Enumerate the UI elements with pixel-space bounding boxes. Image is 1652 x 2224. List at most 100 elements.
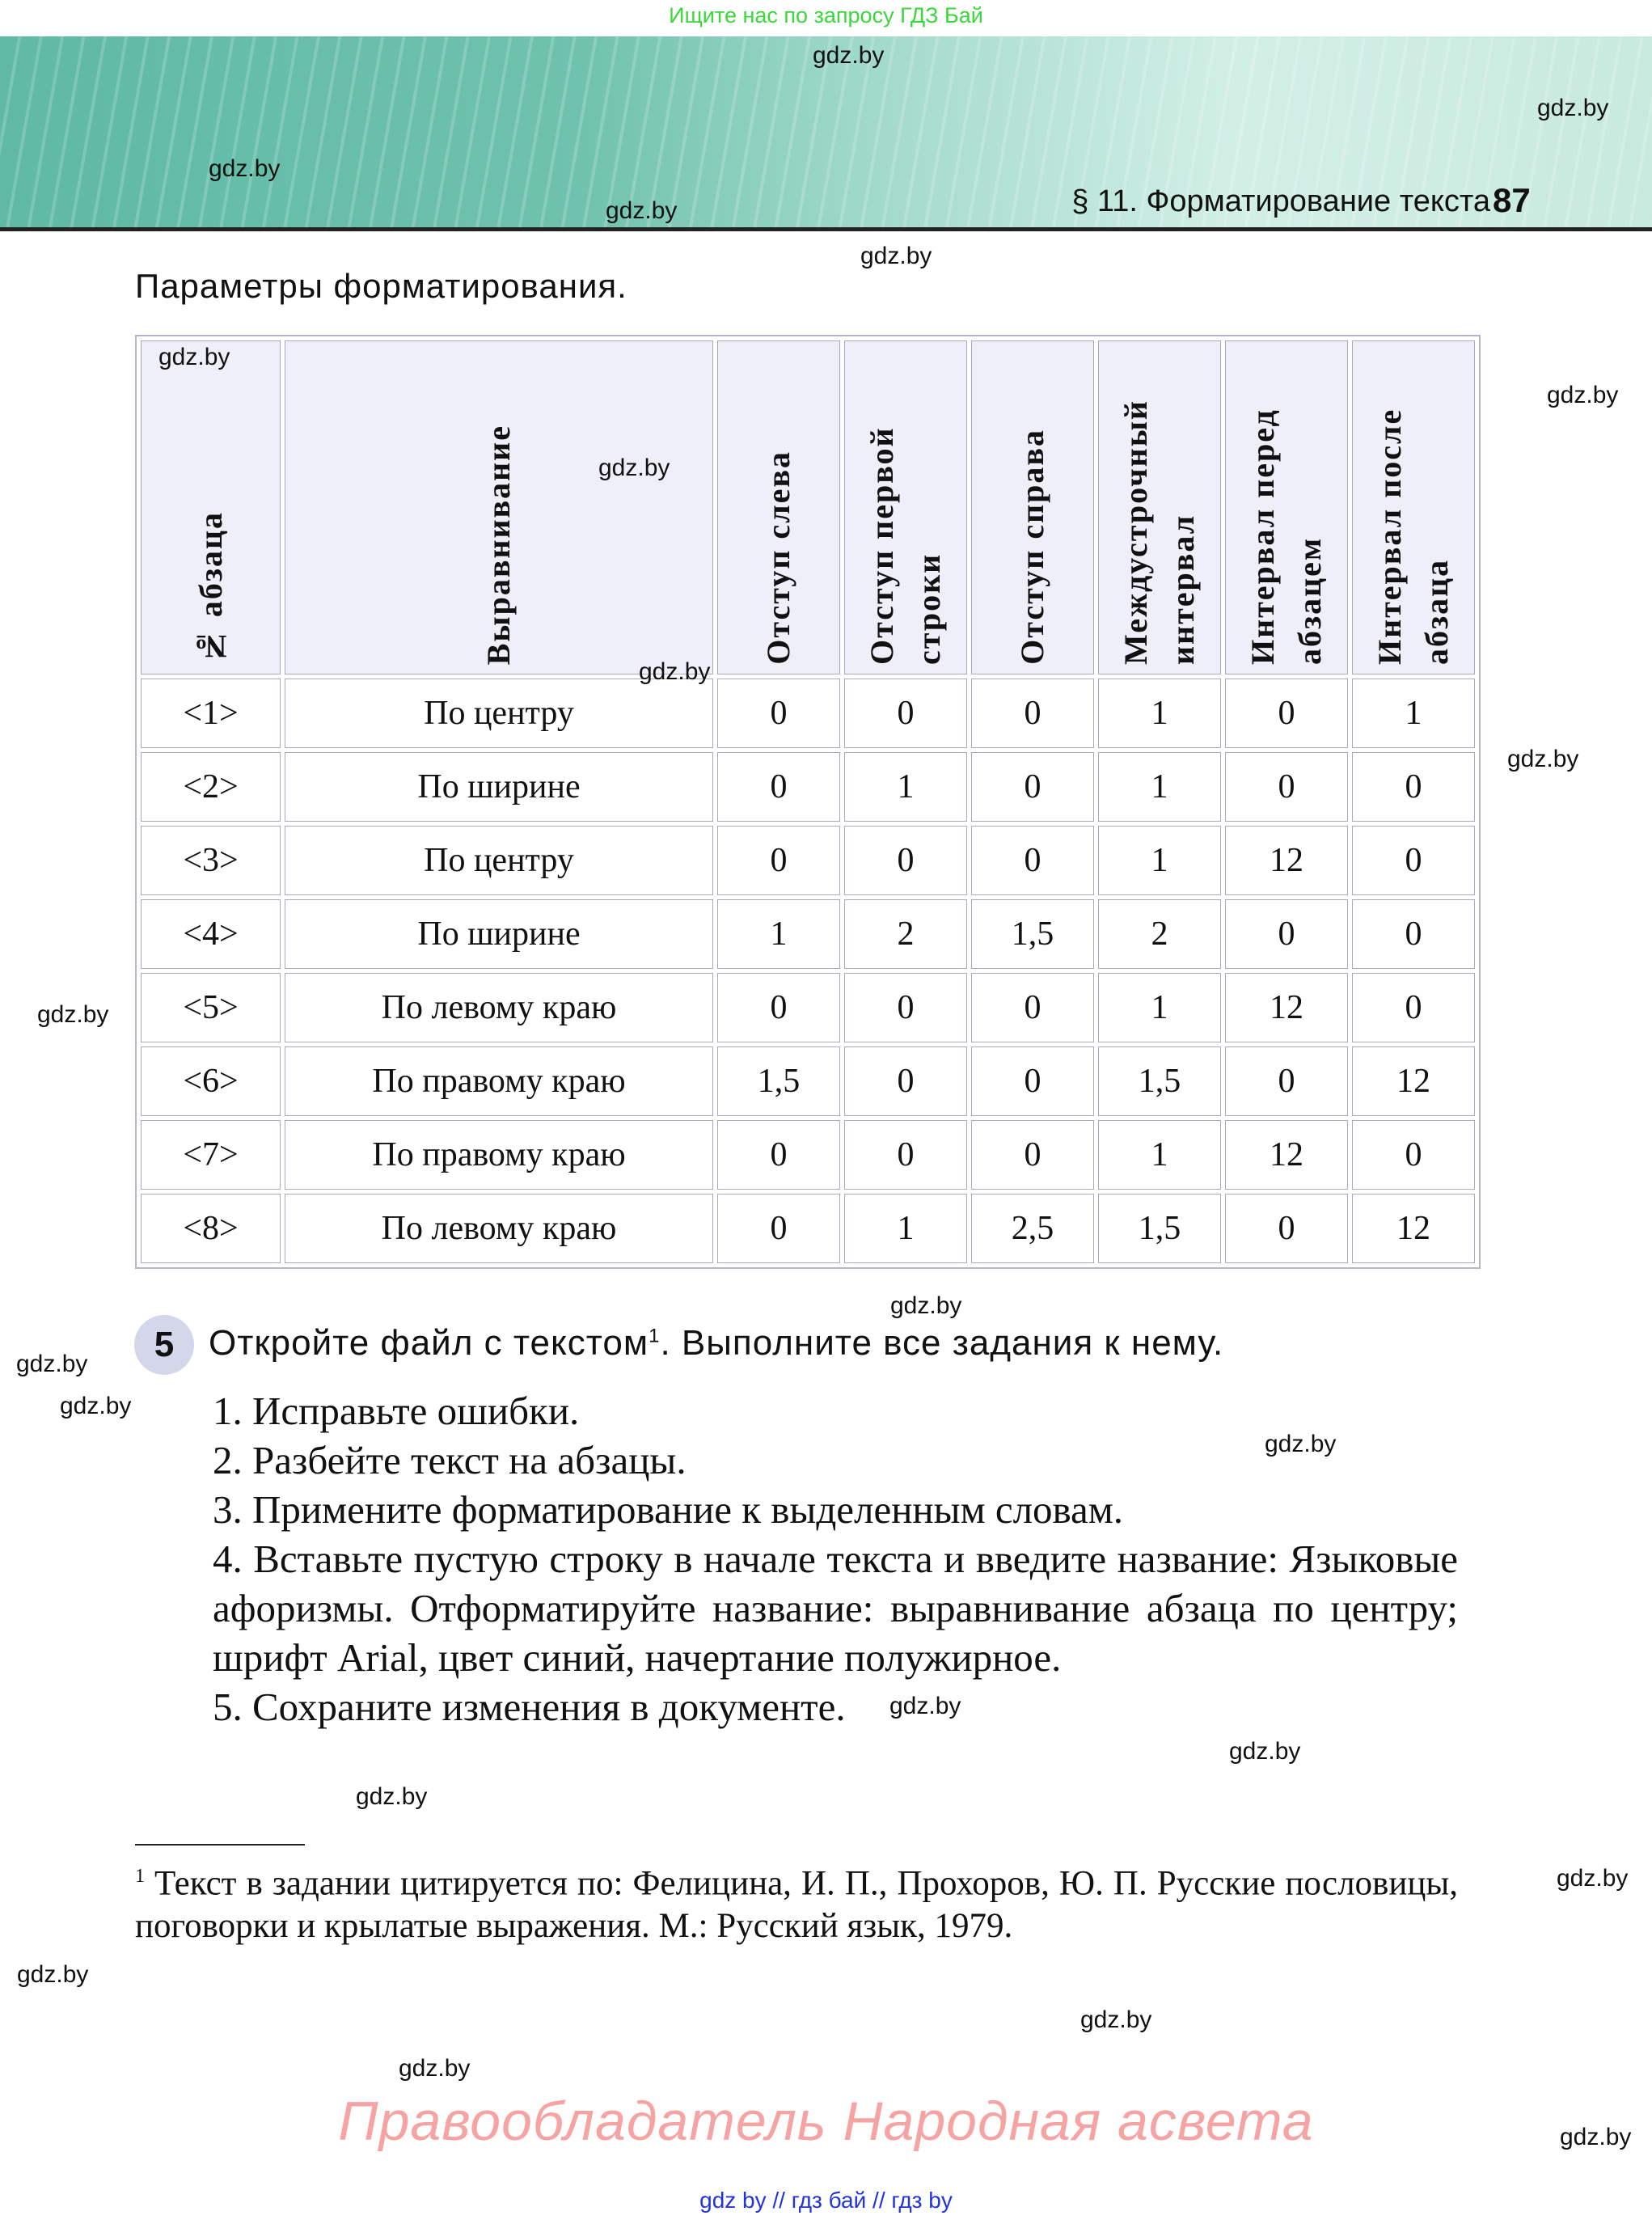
column-header: Междустрочный интервал	[1098, 340, 1221, 674]
table-cell: <3>	[141, 826, 281, 895]
table-cell: 12	[1225, 973, 1348, 1042]
table-cell: По правому краю	[285, 1120, 713, 1190]
formatting-table: № абзаца Выравнивание Отступ слева Отступ п…	[135, 335, 1481, 1269]
gdz-watermark: gdz.by	[1080, 2006, 1152, 2033]
table-cell: 1	[1352, 679, 1475, 748]
table-row: <7> По правому краю 0 0 0 1 12 0	[141, 1120, 1475, 1190]
column-header: № абзаца	[141, 340, 281, 674]
table-cell: По центру	[285, 679, 713, 748]
gdz-watermark: gdz.by	[60, 1393, 132, 1419]
table-row: <6> По правому краю 1,5 0 0 1,5 0 12	[141, 1046, 1475, 1116]
table-cell: 0	[844, 826, 967, 895]
column-header-label: Отступ первой строки	[864, 426, 947, 665]
task-text: Откройте файл с текстом1. Выполните все …	[209, 1323, 1223, 1364]
rights-holder-watermark: Правообладатель Народная асвета	[338, 2091, 1314, 2152]
table-cell: 0	[971, 1120, 1094, 1190]
table-cell: 1,5	[971, 899, 1094, 969]
column-header-label: № абзаца	[192, 510, 229, 665]
gdz-watermark: gdz.by	[1507, 746, 1579, 772]
list-item: 5. Сохраните изменения в документе.	[213, 1685, 846, 1729]
table-cell: <5>	[141, 973, 281, 1042]
table-cell: По центру	[285, 826, 713, 895]
gdz-watermark: gdz.by	[1560, 2124, 1632, 2150]
table-cell: 0	[971, 826, 1094, 895]
gdz-watermark: gdz.by	[1557, 1865, 1629, 1892]
column-header: Отступ слева	[717, 340, 840, 674]
table-cell: 1	[1098, 679, 1221, 748]
task-list: 1. Исправьте ошибки. 2. Разбейте текст н…	[213, 1386, 1458, 1731]
table-cell: 0	[1352, 826, 1475, 895]
table-row: <3> По центру 0 0 0 1 12 0	[141, 826, 1475, 895]
gdz-watermark: gdz.by	[639, 658, 711, 685]
search-hint: Ищите нас по запросу ГДЗ Бай	[669, 3, 983, 27]
gdz-watermark: gdz.by	[16, 1351, 88, 1377]
gdz-watermark: gdz.by	[860, 243, 932, 269]
table-cell: 0	[1225, 679, 1348, 748]
gdz-watermark: gdz.by	[606, 197, 678, 224]
column-header-label: Отступ слева	[760, 450, 796, 665]
gdz-watermark: gdz.by	[399, 2055, 471, 2082]
table-cell: 1,5	[1098, 1194, 1221, 1263]
table-cell: 0	[717, 973, 840, 1042]
footnote: 1 Текст в задании цитируется по: Фелицин…	[135, 1855, 1458, 1947]
task-text-main: Откройте файл с текстом	[209, 1323, 649, 1363]
table-cell: 12	[1352, 1194, 1475, 1263]
table-cell: По левому краю	[285, 973, 713, 1042]
table-header-row: № абзаца Выравнивание Отступ слева Отступ п…	[141, 340, 1475, 674]
bottom-links[interactable]: gdz by // гдз бай // гдз by	[699, 2188, 953, 2213]
gdz-watermark: gdz.by	[598, 455, 670, 481]
table-cell: 0	[717, 752, 840, 822]
table-cell: 1	[1098, 752, 1221, 822]
column-header: Отступ справа	[971, 340, 1094, 674]
table-cell: 0	[971, 752, 1094, 822]
params-title: Параметры форматирования.	[135, 267, 627, 305]
table-cell: 0	[1352, 1120, 1475, 1190]
column-header-label: Отступ справа	[1014, 429, 1050, 665]
table-cell: 1	[1098, 1120, 1221, 1190]
table-cell: 1,5	[1098, 1046, 1221, 1116]
table-cell: 0	[1225, 899, 1348, 969]
column-header: Выравнивание	[285, 340, 713, 674]
table-cell: 1	[717, 899, 840, 969]
table-row: <4> По ширине 1 2 1,5 2 0 0	[141, 899, 1475, 969]
table-cell: 0	[717, 826, 840, 895]
table-cell: <8>	[141, 1194, 281, 1263]
task-text-end: . Выполните все задания к нему.	[660, 1323, 1224, 1363]
table-cell: 0	[717, 1120, 840, 1190]
table-row: <2> По ширине 0 1 0 1 0 0	[141, 752, 1475, 822]
column-header-label: Интервал после абзаца	[1371, 408, 1455, 665]
table-cell: 0	[1352, 973, 1475, 1042]
footnote-divider	[135, 1844, 305, 1846]
gdz-watermark: gdz.by	[17, 1961, 89, 1988]
footnote-mark: 1	[135, 1866, 145, 1887]
table-cell: 0	[844, 679, 967, 748]
column-header: Интервал после абзаца	[1352, 340, 1475, 674]
gdz-watermark: gdz.by	[1537, 95, 1609, 121]
gdz-watermark: gdz.by	[158, 344, 230, 370]
header-band	[0, 36, 1652, 231]
table-cell: 0	[1352, 752, 1475, 822]
list-item: 3. Примените форматирование к выделенным…	[213, 1487, 1124, 1532]
table-cell: 0	[844, 973, 967, 1042]
list-item: 4. Вставьте пустую строку в начале текст…	[213, 1537, 1458, 1680]
gdz-watermark: gdz.by	[356, 1783, 428, 1810]
column-header-label: Выравнивание	[480, 424, 517, 665]
table-cell: По левому краю	[285, 1194, 713, 1263]
table-cell: По ширине	[285, 899, 713, 969]
gdz-watermark: gdz.by	[37, 1001, 109, 1028]
table-cell: 0	[1225, 1046, 1348, 1116]
footnote-text: Текст в задании цитируется по: Фелицина,…	[135, 1864, 1458, 1946]
table-cell: 12	[1225, 826, 1348, 895]
page-number: 87	[1493, 181, 1531, 219]
table-cell: 0	[844, 1046, 967, 1116]
column-header: Отступ первой строки	[844, 340, 967, 674]
table-row: <8> По левому краю 0 1 2,5 1,5 0 12	[141, 1194, 1475, 1263]
table-cell: 0	[1225, 752, 1348, 822]
task-number-badge: 5	[134, 1315, 194, 1375]
table-cell: <7>	[141, 1120, 281, 1190]
table-cell: 1,5	[717, 1046, 840, 1116]
table-cell: 2,5	[971, 1194, 1094, 1263]
table-cell: По правому краю	[285, 1046, 713, 1116]
table-cell: 0	[717, 1194, 840, 1263]
table-cell: 0	[971, 973, 1094, 1042]
